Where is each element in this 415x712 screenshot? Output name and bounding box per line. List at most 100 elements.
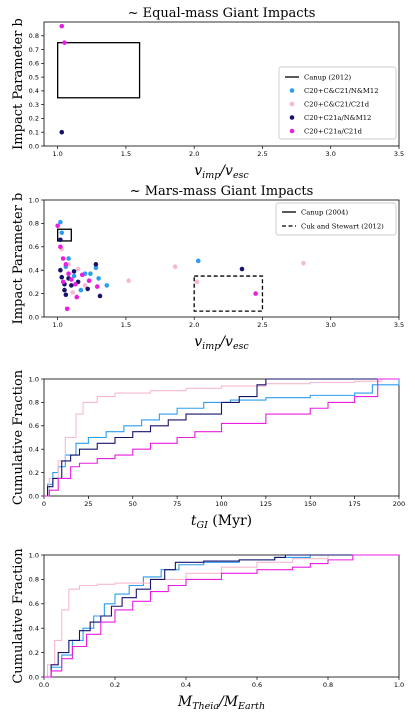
x-tick-label: 2.5 [257, 321, 267, 329]
data-point [70, 290, 75, 295]
y-tick-label: 0.2 [29, 290, 39, 298]
data-point [59, 23, 65, 29]
data-point [74, 294, 80, 300]
data-point [82, 283, 88, 288]
x-axis-label-part: (Myr) [208, 513, 252, 529]
chart-panel-4: 0.0 0.2 0.4 0.6 0.8 1.00.00.20.40.60.81.0Cumu… [11, 548, 404, 712]
chart-panel-3: 0 25 50 75 100 125 150 175 200 0.0 0.2 0.4 0.6 0.8 1.0… [11, 369, 405, 531]
x-tick-label: 0 [42, 500, 46, 508]
data-point [66, 271, 71, 277]
x-axis-label-part: t [191, 513, 197, 529]
x-tick-label: 50 [129, 500, 137, 508]
y-tick-label: 0.8 [29, 32, 39, 40]
series-line [44, 378, 399, 497]
plot-frame [43, 554, 400, 678]
data-point [126, 278, 131, 284]
legend-label: C20+C21a/N&M12 [304, 114, 371, 122]
x-tick-label: 2.5 [257, 150, 267, 158]
x-tick-label: 175 [348, 500, 360, 508]
data-point [60, 279, 66, 285]
x-axis-label: tGI (Myr) [191, 513, 252, 531]
x-axis-label: MTheia/MEarth [177, 694, 265, 712]
data-point [59, 129, 65, 135]
x-tick-label: 3.0 [326, 321, 336, 329]
chart-title: ~ Equal-mass Giant Impacts [128, 6, 316, 21]
x-axis-label-part: v [194, 163, 202, 179]
data-point [59, 230, 65, 236]
plot-frame [43, 21, 400, 147]
legend-marker [289, 101, 295, 107]
data-point [195, 258, 201, 264]
data-point [62, 287, 67, 293]
y-axis-label: Impact Parameter b [11, 18, 26, 150]
y-tick-label: 0.8 [29, 220, 39, 228]
y-tick-label: 0.8 [29, 576, 39, 584]
chart-panel-2: 1.0 1.5 2.0 2.5 3.0 3.5 0.0 0.2 0.4 0.6 0.8 1.0 ~ Ma… [11, 184, 404, 352]
data-point [97, 293, 103, 299]
legend-label: Canup (2012) [304, 73, 351, 81]
y-tick-label: 0.0 [29, 142, 39, 150]
plot-frame [43, 199, 400, 318]
x-axis-label-part: M [177, 694, 193, 710]
y-tick-label: 0.6 [29, 60, 39, 68]
y-tick-label: 0.4 [29, 87, 39, 95]
x-axis-label-part: imp [202, 341, 220, 352]
y-tick-label: 1.0 [29, 196, 39, 204]
x-tick-label: 1.0 [394, 681, 404, 689]
data-point [253, 291, 258, 296]
x-tick-label: 25 [84, 500, 92, 508]
x-tick-label: 1.5 [121, 150, 131, 158]
data-point [58, 244, 63, 250]
y-tick-label: 0.7 [29, 46, 39, 54]
data-point [58, 219, 63, 225]
data-point [69, 283, 74, 288]
y-tick-label: 0.4 [29, 267, 39, 275]
x-axis-label-part: /v [218, 163, 233, 179]
data-point [63, 262, 69, 267]
x-tick-label: 2.0 [189, 150, 199, 158]
series-line [44, 378, 399, 497]
data-point [62, 40, 67, 45]
data-point [93, 262, 99, 267]
chart-panel-1: 1.0 1.5 2.0 2.5 3.0 3.5 0.0 0.1 0.2 0.3 0.4 0.5 0.6 0… [11, 6, 404, 181]
y-axis-label: Cumulative Fraction [11, 369, 26, 505]
x-axis-label-part: Earth [237, 701, 265, 712]
reference-box [193, 275, 264, 312]
legend-box [278, 66, 397, 140]
x-tick-label: 75 [173, 500, 181, 508]
legend-label: C20+C21a/C21d [304, 127, 363, 135]
data-point [239, 266, 245, 272]
legend-label: Cuk and Stewart (2012) [301, 222, 384, 230]
y-tick-label: 0.6 [29, 600, 39, 608]
x-axis-label-part: imp [202, 170, 220, 181]
x-tick-label: 0.0 [39, 681, 49, 689]
legend-marker [289, 88, 295, 93]
y-tick-label: 0.2 [29, 115, 39, 123]
y-tick-label: 0.2 [29, 469, 39, 477]
y-tick-label: 0.3 [29, 101, 39, 109]
x-tick-label: 0.4 [181, 681, 191, 689]
reference-box [57, 228, 72, 242]
data-point [71, 273, 77, 279]
data-point [86, 278, 92, 284]
x-axis-label-part: GI [196, 520, 208, 531]
y-tick-label: 0.0 [29, 492, 39, 500]
x-axis-label: vimp/vesc [194, 163, 249, 181]
x-tick-label: 1.5 [121, 321, 131, 329]
x-tick-label: 200 [393, 500, 405, 508]
legend-marker [289, 115, 295, 120]
x-axis-label-part: /M [217, 694, 239, 710]
data-point [85, 286, 90, 292]
x-tick-label: 3.5 [394, 321, 404, 329]
x-axis-label-part: esc [233, 170, 249, 181]
y-tick-label: 1.0 [29, 551, 39, 559]
data-point [301, 260, 306, 266]
data-point [59, 274, 65, 280]
x-tick-label: 3.5 [394, 150, 404, 158]
x-tick-label: 0.2 [110, 681, 120, 689]
series-line [44, 554, 399, 678]
data-point [63, 292, 69, 298]
data-point [55, 223, 60, 229]
y-tick-label: 0.4 [29, 446, 39, 454]
